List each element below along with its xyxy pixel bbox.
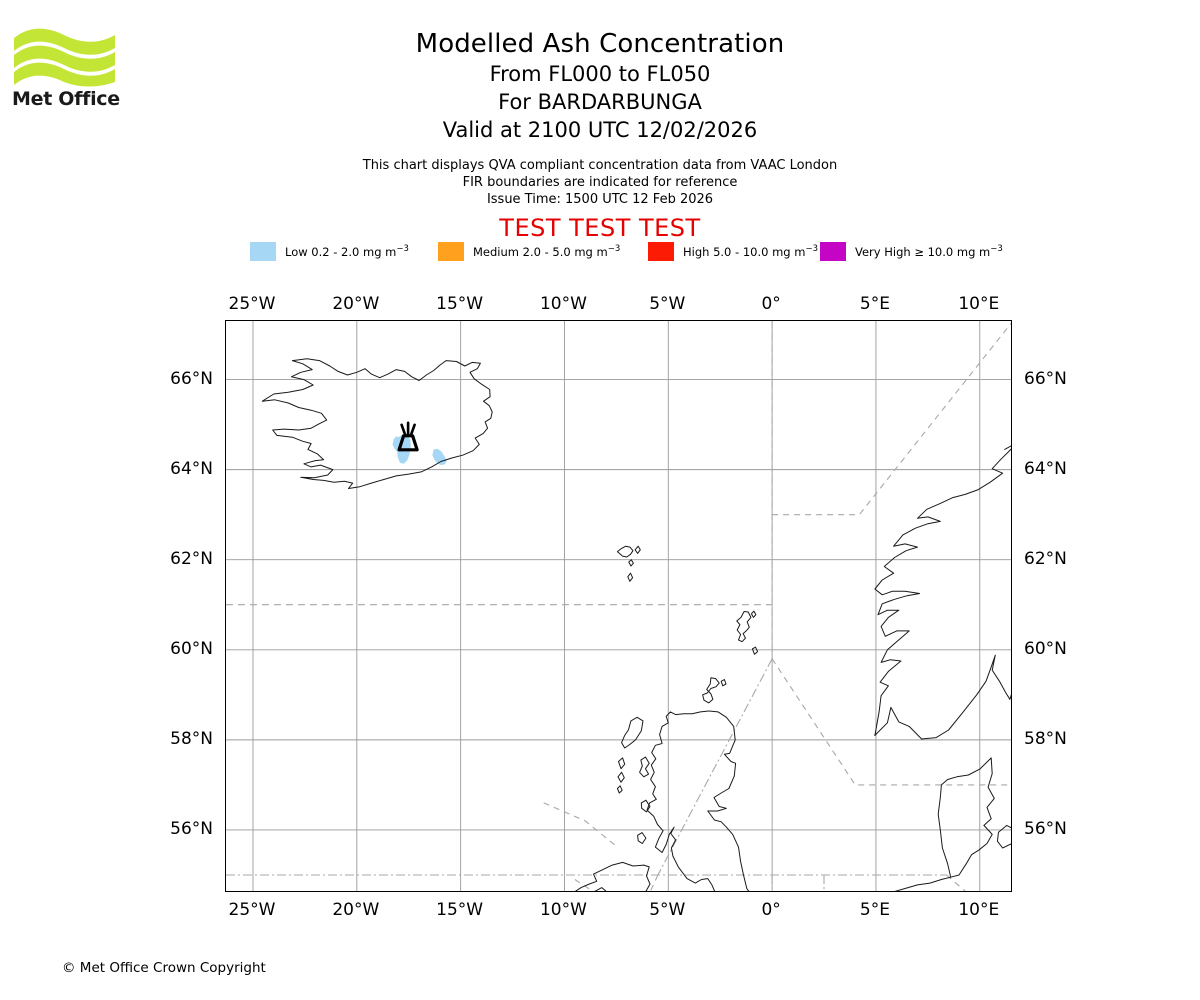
map-canvas (226, 321, 1011, 891)
lon-tick-top-20°W: 20°W (332, 294, 380, 314)
coastline-16 (640, 799, 651, 813)
coastline-21 (874, 654, 1011, 740)
coastline-5 (736, 611, 752, 643)
volcano-name: For BARDARBUNGA (498, 90, 702, 114)
lon-tick-top-10°W: 10°W (539, 294, 587, 314)
coastline-1 (616, 545, 634, 558)
coastline-7 (702, 677, 720, 704)
coastline-15 (639, 756, 650, 778)
coastline-14 (616, 785, 623, 794)
legend-label-2: High 5.0 - 10.0 mg m−3 (683, 243, 818, 259)
coastline-27 (894, 876, 952, 891)
legend-swatch-0 (250, 241, 276, 261)
lon-tick-bottom-25°W: 25°W (228, 900, 276, 920)
coastline-3 (628, 559, 634, 567)
coastline-6 (750, 610, 757, 618)
lat-tick-right-62°N: 62°N (1024, 548, 1067, 569)
coastline-29 (751, 646, 759, 655)
lat-tick-left-56°N: 56°N (170, 818, 213, 839)
met-office-logo: Met Office (12, 26, 122, 114)
concentration-legend: Low 0.2 - 2.0 mg m−3 Medium 2.0 - 5.0 mg … (250, 240, 1003, 262)
coastline-2 (634, 545, 641, 554)
coastline-0 (261, 358, 493, 489)
coastline-9 (707, 710, 750, 891)
chart-notes: This chart displays QVA compliant concen… (0, 157, 1200, 208)
fir-line-3 (771, 658, 1011, 786)
eruption-ray-0 (400, 423, 407, 437)
coastline-23 (937, 757, 995, 878)
chart-title-block: Modelled Ash Concentration From FL000 to… (0, 28, 1200, 144)
coastline-8 (720, 679, 727, 687)
coastline-10 (646, 710, 716, 891)
lat-tick-left-64°N: 64°N (170, 458, 213, 479)
fir-line-4 (657, 658, 773, 876)
note-qva: This chart displays QVA compliant concen… (362, 158, 838, 173)
lon-tick-top-25°W: 25°W (228, 294, 276, 314)
coastline-22 (874, 448, 1011, 736)
lat-tick-right-56°N: 56°N (1024, 818, 1067, 839)
lat-tick-right-64°N: 64°N (1024, 458, 1067, 479)
lon-tick-bottom-10°W: 10°W (539, 900, 587, 920)
legend-swatch-2 (648, 241, 674, 261)
volcano-marker-icon (397, 421, 419, 452)
lon-tick-bottom-5°E: 5°E (859, 900, 890, 920)
met-office-wave-mark (14, 28, 115, 87)
coastline-24 (996, 824, 1011, 849)
fir-line-11 (946, 874, 966, 891)
eruption-ray-2 (409, 423, 416, 437)
lat-tick-left-60°N: 60°N (170, 638, 213, 659)
lon-tick-bottom-0°: 0° (761, 900, 781, 920)
coastline-28 (1004, 445, 1011, 450)
fir-line-2 (772, 322, 1011, 516)
legend-entry-3: Very High ≥ 10.0 mg m−3 (820, 240, 1003, 262)
map-plot-frame (225, 320, 1012, 892)
lon-tick-top-5°E: 5°E (859, 294, 890, 314)
lon-tick-bottom-15°W: 15°W (436, 900, 484, 920)
legend-entry-2: High 5.0 - 10.0 mg m−3 (648, 240, 818, 262)
coastline-18 (643, 864, 651, 891)
test-banner: TEST TEST TEST (499, 214, 701, 242)
legend-label-1: Medium 2.0 - 5.0 mg m−3 (473, 243, 621, 259)
lon-tick-top-0°: 0° (761, 294, 781, 314)
legend-entry-1: Medium 2.0 - 5.0 mg m−3 (438, 240, 620, 262)
lat-tick-left-62°N: 62°N (170, 548, 213, 569)
lon-tick-bottom-20°W: 20°W (332, 900, 380, 920)
flight-level-range: From FL000 to FL050 (489, 62, 711, 86)
coastline-11 (621, 716, 644, 749)
legend-swatch-3 (820, 241, 846, 261)
lon-tick-top-10°E: 10°E (958, 294, 1000, 314)
page-title: Modelled Ash Concentration (415, 29, 785, 59)
graticule-grid (226, 321, 1011, 891)
coastline-19 (574, 861, 645, 891)
coastlines (261, 358, 1011, 891)
issue-time: Issue Time: 1500 UTC 12 Feb 2026 (486, 192, 714, 207)
coastline-20 (594, 887, 607, 891)
coastline-17 (637, 832, 647, 844)
legend-entry-0: Low 0.2 - 2.0 mg m−3 (250, 240, 409, 262)
coastline-13 (617, 771, 625, 783)
lat-tick-right-66°N: 66°N (1024, 368, 1067, 389)
legend-label-0: Low 0.2 - 2.0 mg m−3 (285, 243, 409, 259)
coastline-12 (618, 757, 626, 770)
lon-tick-top-15°W: 15°W (436, 294, 484, 314)
lon-tick-top-5°W: 5°W (649, 294, 686, 314)
lat-tick-right-58°N: 58°N (1024, 728, 1067, 749)
note-fir: FIR boundaries are indicated for referen… (462, 175, 738, 190)
legend-swatch-1 (438, 241, 464, 261)
lon-tick-bottom-10°E: 10°E (958, 900, 1000, 920)
legend-label-3: Very High ≥ 10.0 mg m−3 (855, 243, 1003, 259)
ash-concentration-map[interactable]: 25°W 25°W 20°W 20°W 15°W 15°W 10°W 10°W 5°W 5°W 0°… (170, 294, 1067, 920)
coastline-4 (627, 572, 634, 582)
lat-tick-left-66°N: 66°N (170, 368, 213, 389)
met-office-wordmark: Met Office (12, 88, 120, 110)
fir-line-8 (649, 874, 659, 891)
fir-boundaries (226, 321, 1011, 891)
lon-tick-bottom-5°W: 5°W (649, 900, 686, 920)
lat-tick-right-60°N: 60°N (1024, 638, 1067, 659)
fir-line-9 (543, 802, 619, 849)
copyright-notice: © Met Office Crown Copyright (62, 960, 266, 976)
volcano-symbol (397, 421, 419, 452)
lat-tick-left-58°N: 58°N (170, 728, 213, 749)
valid-time: Valid at 2100 UTC 12/02/2026 (442, 118, 758, 142)
